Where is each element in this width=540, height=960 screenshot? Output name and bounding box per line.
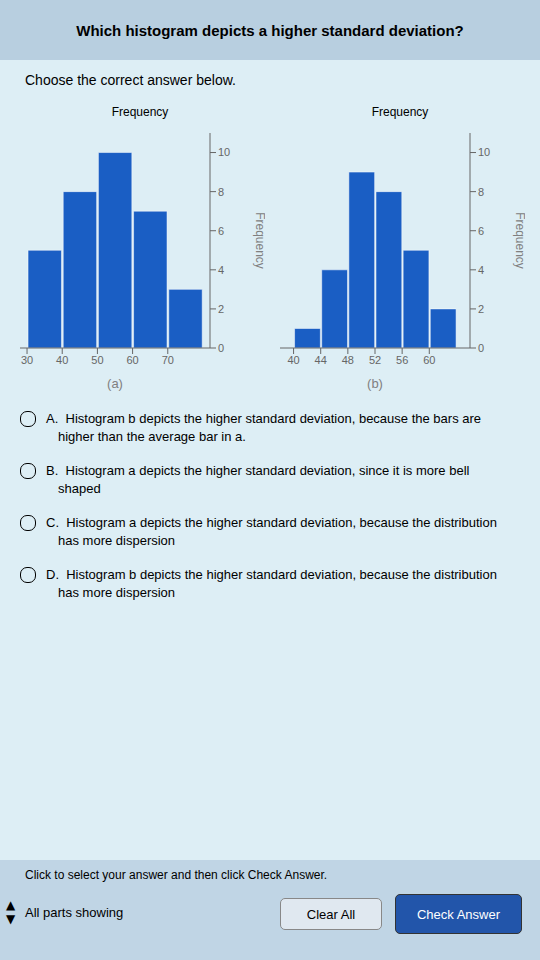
- svg-text:10: 10: [478, 146, 490, 158]
- html-text:C. Histogram a depicts the hig: C. Histogram a depicts the higher standa…: [46, 515, 497, 530]
- svg-text:2: 2: [478, 303, 484, 315]
- svg-text:70: 70: [162, 354, 174, 366]
- svg-text:(a): (a): [107, 376, 123, 391]
- svg-text:Frequency: Frequency: [513, 212, 525, 269]
- html-text:All parts showing: All parts showing: [25, 905, 124, 920]
- svg-text:44: 44: [315, 354, 327, 366]
- svg-text:Frequency: Frequency: [253, 212, 265, 269]
- html-text:A. Histogram b depicts the hig: A. Histogram b depicts the higher standa…: [46, 411, 481, 426]
- html-text:Check Answer: Check Answer: [417, 906, 500, 922]
- html-text:Frequency: Frequency: [371, 105, 429, 119]
- svg-text:4: 4: [478, 264, 484, 276]
- html-text:shaped: shaped: [58, 481, 101, 496]
- svg-text:50: 50: [91, 354, 103, 366]
- svg-text:8: 8: [218, 186, 224, 198]
- html-text:Choose the correct answer belo: Choose the correct answer below.: [25, 72, 236, 88]
- html-text:B. Histogram a depicts the hig: B. Histogram a depicts the higher standa…: [46, 463, 470, 478]
- svg-text:60: 60: [423, 354, 435, 366]
- html-text:has more dispersion: has more dispersion: [58, 533, 176, 548]
- html-text:Frequency: Frequency: [111, 105, 169, 119]
- svg-text:40: 40: [56, 354, 68, 366]
- html-text:higher than the average bar in: higher than the average bar in a.: [58, 429, 246, 444]
- html-text:Clear All: Clear All: [306, 906, 356, 922]
- svg-text:0: 0: [218, 342, 224, 354]
- html-text:Click to select your answer an: Click to select your answer and then cli…: [25, 868, 328, 882]
- svg-text:0: 0: [478, 342, 484, 354]
- svg-text:(b): (b): [367, 376, 383, 391]
- svg-text:48: 48: [342, 354, 354, 366]
- svg-text:56: 56: [396, 354, 408, 366]
- html-text:Which histogram depicts a high: Which histogram depicts a higher standar…: [76, 21, 464, 39]
- svg-text:6: 6: [478, 225, 484, 237]
- svg-text:52: 52: [369, 354, 381, 366]
- svg-text:60: 60: [126, 354, 138, 366]
- html-text:has more dispersion: has more dispersion: [58, 585, 176, 600]
- svg-text:2: 2: [218, 303, 224, 315]
- svg-text:10: 10: [218, 146, 230, 158]
- html-text:D. Histogram b depicts the hig: D. Histogram b depicts the higher standa…: [46, 567, 497, 582]
- svg-text:40: 40: [287, 354, 299, 366]
- svg-text:8: 8: [478, 186, 484, 198]
- svg-text:4: 4: [218, 264, 224, 276]
- svg-text:30: 30: [21, 354, 33, 366]
- svg-text:6: 6: [218, 225, 224, 237]
